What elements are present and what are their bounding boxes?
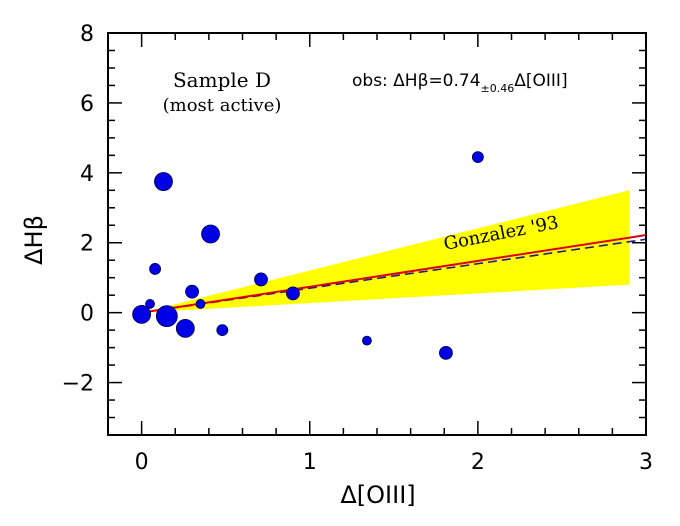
fit-lines-layer — [141, 234, 647, 314]
y-tick-label: −2 — [62, 372, 94, 397]
y-tick-label: 8 — [80, 22, 94, 47]
obs-suffix: Δ[OIII] — [514, 71, 567, 91]
data-point — [149, 263, 161, 275]
sample-title: Sample D — [173, 68, 271, 92]
x-tick-label: 2 — [471, 450, 485, 475]
data-point — [175, 318, 195, 338]
sample-subtitle: (most active) — [163, 95, 282, 116]
axis-ticks-layer — [107, 32, 647, 436]
fit-line — [141, 234, 647, 314]
data-point — [286, 286, 300, 301]
data-point — [362, 335, 372, 346]
data-points-layer — [132, 151, 484, 360]
x-tick-label: 0 — [135, 450, 149, 475]
obs-prefix: obs: ΔHβ=0.74 — [352, 71, 481, 91]
data-point — [471, 151, 484, 163]
y-axis-title: ΔHβ — [20, 215, 48, 265]
data-point — [439, 345, 453, 360]
y-tick-label: 0 — [80, 302, 94, 327]
y-tick-label: 4 — [80, 162, 94, 187]
data-point — [155, 305, 178, 328]
data-point — [185, 284, 199, 299]
data-point — [154, 172, 173, 191]
x-tick-label: 3 — [639, 450, 653, 475]
y-tick-label: 2 — [80, 232, 94, 257]
uncertainty-band-layer — [141, 190, 630, 313]
obs-error: ±0.46 — [481, 82, 515, 95]
data-point — [145, 299, 155, 309]
data-point — [216, 324, 229, 337]
x-axis-title: Δ[OIII] — [340, 481, 415, 509]
uncertainty-band — [141, 190, 630, 313]
data-point — [201, 224, 220, 244]
tick-labels-layer: 0 1 2 3 −2 0 2 4 6 8 — [62, 22, 653, 475]
data-point — [254, 272, 268, 287]
y-tick-label: 6 — [80, 92, 94, 117]
data-point — [195, 299, 206, 309]
x-tick-label: 1 — [303, 450, 317, 475]
obs-relation: obs: ΔHβ=0.74±0.46Δ[OIII] — [352, 71, 568, 95]
data-point — [132, 304, 152, 324]
